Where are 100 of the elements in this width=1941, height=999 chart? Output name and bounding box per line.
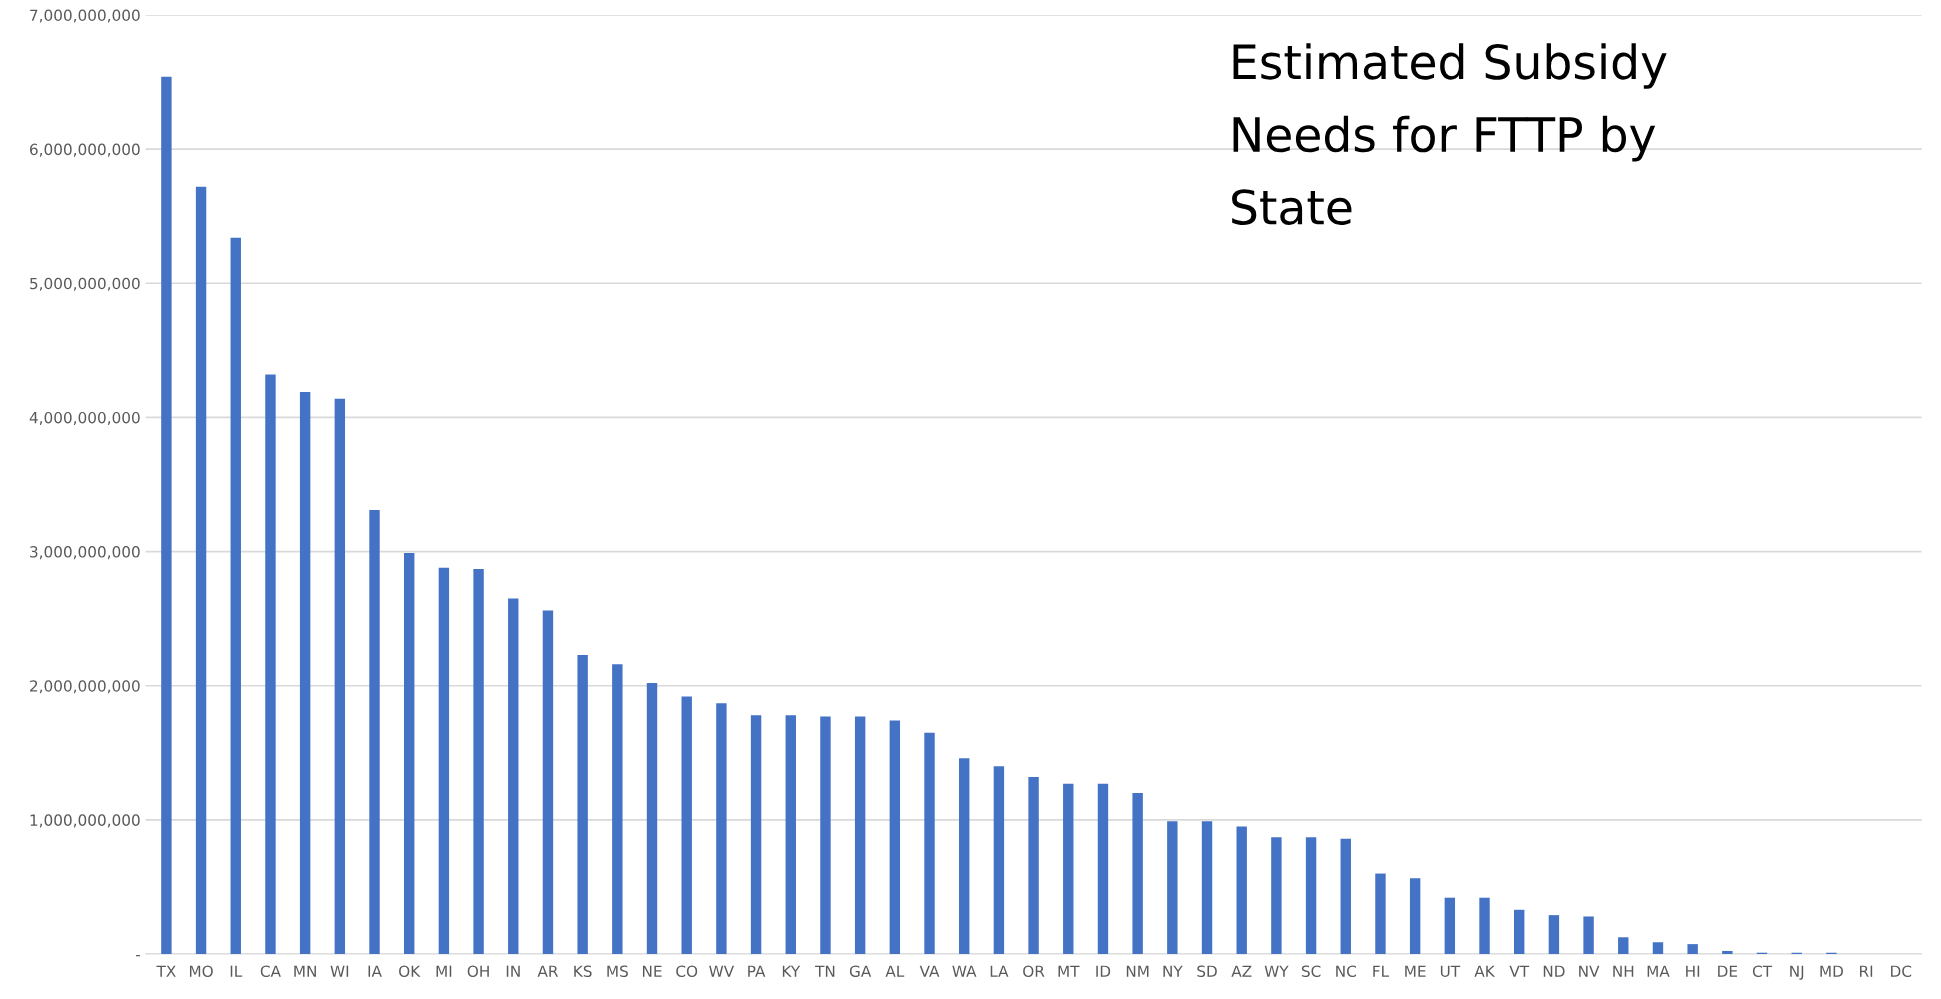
x-tick-label: VT: [1509, 965, 1530, 977]
bar: [161, 76, 172, 955]
x-tick-label: NC: [1336, 965, 1356, 977]
x-tick-label: NY: [1163, 965, 1183, 977]
bar: [1271, 837, 1282, 955]
bar: [1652, 942, 1664, 955]
x-tick-label: IA: [368, 965, 382, 977]
bar: [1201, 821, 1213, 955]
y-tick-label: 4,000,000,000: [29, 411, 140, 426]
x-tick-label: AL: [885, 965, 905, 977]
bar: [542, 610, 554, 955]
bar: [612, 664, 623, 955]
y-tick-label: 6,000,000,000: [30, 143, 140, 157]
x-tick-label: MT: [1058, 965, 1080, 977]
bar: [820, 716, 831, 955]
bar: [1479, 897, 1490, 955]
bar: [1722, 950, 1733, 955]
bar: [1375, 873, 1386, 955]
x-tick-label: RI: [1860, 965, 1873, 977]
x-tick-label: GA: [849, 965, 872, 977]
bar: [508, 598, 519, 955]
x-tick-label: NJ: [1790, 965, 1804, 980]
bar: [1687, 944, 1698, 955]
y-tick-label: -: [135, 955, 140, 957]
x-tick-label: ND: [1543, 965, 1565, 977]
bar: [473, 569, 484, 955]
x-tick-label: DE: [1718, 965, 1738, 977]
x-tick-label: UT: [1440, 965, 1461, 977]
x-tick-label: NM: [1126, 965, 1149, 977]
x-tick-label: KY: [782, 965, 801, 977]
bar: [334, 398, 346, 955]
x-tick-label: IN: [506, 965, 520, 977]
x-tick-label: WI: [330, 965, 349, 977]
x-tick-label: PA: [748, 965, 766, 977]
bar: [1132, 793, 1143, 955]
bar: [785, 715, 796, 955]
x-tick-label: WV: [709, 965, 735, 977]
bar: [993, 766, 1005, 955]
x-tick-label: NV: [1579, 965, 1600, 977]
bar: [577, 654, 588, 955]
bar: [438, 567, 450, 955]
x-tick-label: IL: [230, 965, 243, 977]
bar: [265, 374, 276, 955]
bar: [1548, 915, 1560, 955]
bar: [1305, 837, 1317, 955]
bar: [1444, 897, 1456, 955]
x-tick-label: OK: [399, 965, 421, 977]
x-tick-label: HI: [1686, 965, 1700, 977]
x-tick-label: SD: [1197, 965, 1217, 977]
bar: [889, 720, 901, 955]
bar: [1514, 909, 1525, 955]
bar: [1618, 937, 1629, 955]
bar: [404, 552, 415, 955]
bar: [1028, 776, 1039, 955]
x-tick-label: TX: [156, 965, 176, 977]
y-tick-label: 3,000,000,000: [30, 546, 140, 560]
x-tick-label: KS: [574, 965, 592, 977]
y-tick-label: 7,000,000,000: [30, 9, 140, 23]
x-tick-label: OR: [1023, 965, 1045, 977]
bar: [1583, 916, 1594, 955]
x-tick-label: AK: [1474, 965, 1496, 977]
y-tick-label: 5,000,000,000: [30, 277, 140, 291]
bar: [1167, 821, 1178, 955]
bar: [750, 715, 762, 955]
x-tick-label: MS: [607, 965, 628, 977]
x-tick-label: CA: [260, 965, 281, 977]
x-tick-label: WY: [1264, 965, 1289, 977]
x-tick-label: ME: [1405, 965, 1426, 977]
bar: [1097, 783, 1109, 955]
bar: [1409, 878, 1421, 955]
x-tick-label: MD: [1820, 965, 1843, 977]
bar: [1063, 783, 1074, 955]
x-tick-label: MI: [436, 965, 452, 977]
x-tick-label: NE: [642, 965, 662, 977]
x-tick-label: TN: [815, 965, 835, 977]
x-tick-label: CT: [1752, 965, 1773, 977]
bar: [854, 716, 866, 955]
x-tick-label: LA: [990, 965, 1009, 977]
bar: [681, 696, 692, 955]
x-tick-label: SC: [1301, 965, 1321, 977]
x-tick-label: MA: [1647, 965, 1670, 977]
x-tick-label: AZ: [1231, 965, 1252, 977]
bar: [924, 732, 935, 955]
x-tick-label: NH: [1613, 965, 1634, 977]
x-tick-label: ID: [1096, 965, 1111, 977]
bar: [716, 703, 727, 955]
y-tick-label: 2,000,000,000: [30, 680, 140, 694]
bar: [959, 758, 970, 955]
x-tick-label: MO: [189, 965, 213, 977]
bar: [1236, 826, 1247, 955]
x-tick-label: FL: [1373, 965, 1390, 977]
bar: [299, 391, 311, 955]
bar: [195, 186, 207, 955]
bar: [230, 237, 241, 955]
y-tick-label: 1,000,000,000: [30, 814, 140, 828]
x-tick-label: OH: [467, 965, 489, 977]
bar: [369, 510, 380, 955]
x-tick-label: MN: [294, 965, 316, 977]
x-tick-label: WA: [952, 965, 977, 977]
x-tick-label: CO: [676, 965, 698, 977]
